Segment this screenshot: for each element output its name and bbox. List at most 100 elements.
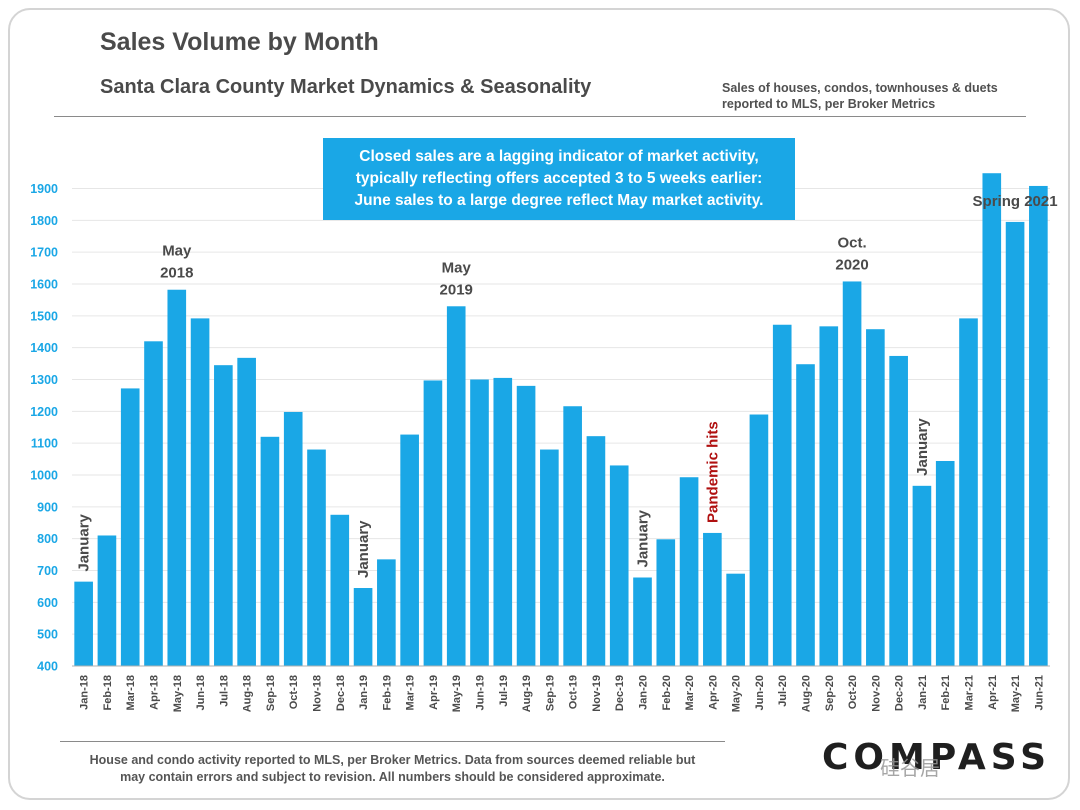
bar xyxy=(679,477,699,666)
bar xyxy=(749,414,769,666)
bar xyxy=(656,539,676,666)
x-tick-label: Nov-18 xyxy=(312,675,324,712)
bar xyxy=(237,357,256,666)
x-tick-label: Feb-19 xyxy=(381,675,393,710)
bar xyxy=(586,436,606,666)
bar xyxy=(796,364,815,666)
x-tick-label: Oct-20 xyxy=(847,675,859,709)
footer-line2: may contain errors and subject to revisi… xyxy=(120,770,665,784)
bar xyxy=(400,434,419,666)
bar xyxy=(633,577,652,666)
x-tick-label: Sep-19 xyxy=(544,675,556,711)
watermark-text: 硅谷居 xyxy=(880,756,940,780)
x-tick-label: Jun-19 xyxy=(475,675,487,710)
bar xyxy=(563,406,582,666)
bar xyxy=(703,532,722,666)
y-tick-label: 600 xyxy=(37,596,58,610)
x-tick-label: May-20 xyxy=(731,675,743,712)
x-tick-label: Feb-18 xyxy=(102,675,114,710)
bar xyxy=(283,411,303,666)
x-tick-label: Sep-18 xyxy=(265,675,277,711)
x-tick-label: Apr-21 xyxy=(987,675,999,710)
compass-logo: COMPASS xyxy=(822,737,1052,778)
x-tick-label: Jan-18 xyxy=(79,675,91,710)
bar xyxy=(353,588,373,666)
y-tick-label: 500 xyxy=(37,628,58,642)
y-tick-label: 1200 xyxy=(30,405,58,419)
bar xyxy=(1005,221,1025,667)
y-tick-label: 1700 xyxy=(30,246,58,260)
x-tick-label: Aug-18 xyxy=(242,675,254,712)
bar xyxy=(167,289,187,666)
callout-box: Closed sales are a lagging indicator of … xyxy=(323,138,795,220)
x-tick-label: May-21 xyxy=(1010,675,1022,712)
x-tick-label: Dec-18 xyxy=(335,675,347,711)
bar xyxy=(446,306,466,666)
bar xyxy=(377,559,396,666)
annotation-label: Spring 2021 xyxy=(973,193,1058,210)
bar xyxy=(330,514,350,666)
y-tick-label: 1900 xyxy=(30,182,58,196)
chart-subtitle: Santa Clara County Market Dynamics & Sea… xyxy=(100,76,592,98)
footer-line1: House and condo activity reported to MLS… xyxy=(89,753,696,767)
callout-line3: June sales to a large degree reflect May… xyxy=(354,192,764,209)
bar xyxy=(190,318,210,666)
bar xyxy=(97,535,117,666)
x-tick-label: Sep-20 xyxy=(824,675,836,711)
x-tick-label: Mar-21 xyxy=(964,675,976,710)
bar xyxy=(1029,185,1048,666)
y-tick-label: 1600 xyxy=(30,278,58,292)
x-tick-label: May-18 xyxy=(172,675,184,712)
bar xyxy=(609,465,629,666)
x-tick-label: Mar-20 xyxy=(684,675,696,710)
x-tick-label: Dec-19 xyxy=(614,675,626,711)
bar xyxy=(982,173,1002,666)
x-tick-label: Aug-19 xyxy=(521,675,533,712)
callout-line1: Closed sales are a lagging indicator of … xyxy=(359,148,759,165)
x-tick-label: Apr-18 xyxy=(149,675,161,710)
annotation-label: May xyxy=(162,243,192,260)
x-tick-label: Jan-20 xyxy=(638,675,650,710)
y-tick-label: 400 xyxy=(37,660,58,674)
x-tick-label: Apr-19 xyxy=(428,675,440,710)
y-tick-label: 1400 xyxy=(30,341,58,355)
x-tick-label: Dec-20 xyxy=(894,675,906,711)
bar xyxy=(889,355,908,666)
x-tick-label: Nov-19 xyxy=(591,675,603,712)
y-tick-label: 1800 xyxy=(30,214,58,228)
x-tick-label: Nov-20 xyxy=(870,675,882,712)
annotation-label: 2018 xyxy=(160,265,193,282)
bar xyxy=(74,581,93,666)
y-tick-label: 1500 xyxy=(30,309,58,323)
annotation-label: May xyxy=(442,259,472,276)
x-tick-label: Jun-18 xyxy=(195,675,207,710)
bar xyxy=(423,380,443,666)
annotation-label: 2020 xyxy=(835,256,868,273)
annotation-label: January xyxy=(355,520,372,578)
x-tick-label: Jul-19 xyxy=(498,675,510,707)
x-tick-label: Feb-20 xyxy=(661,675,673,710)
bar xyxy=(493,377,513,666)
bar xyxy=(516,385,536,666)
y-tick-label: 800 xyxy=(37,532,58,546)
chart-title: Sales Volume by Month xyxy=(100,28,379,56)
annotation-label: 2019 xyxy=(440,281,473,298)
x-tick-label: Aug-20 xyxy=(801,675,813,712)
bar xyxy=(144,341,163,666)
bar xyxy=(935,460,955,666)
annotation-label: Oct. xyxy=(837,234,866,251)
x-tick-label: Apr-20 xyxy=(707,675,719,710)
y-tick-label: 1100 xyxy=(31,437,58,451)
x-tick-label: May-19 xyxy=(451,675,463,712)
source-note: Sales of houses, condos, townhouses & du… xyxy=(722,80,1042,112)
header-divider xyxy=(54,116,1026,117)
annotation-label: January xyxy=(76,513,93,571)
callout-line2: typically reflecting offers accepted 3 t… xyxy=(355,170,763,187)
bar xyxy=(842,281,862,666)
y-tick-label: 1300 xyxy=(30,373,58,387)
x-tick-label: Jul-18 xyxy=(218,675,230,707)
bar xyxy=(959,318,978,666)
source-note-line1: Sales of houses, condos, townhouses & du… xyxy=(722,81,998,95)
bar xyxy=(120,388,140,666)
